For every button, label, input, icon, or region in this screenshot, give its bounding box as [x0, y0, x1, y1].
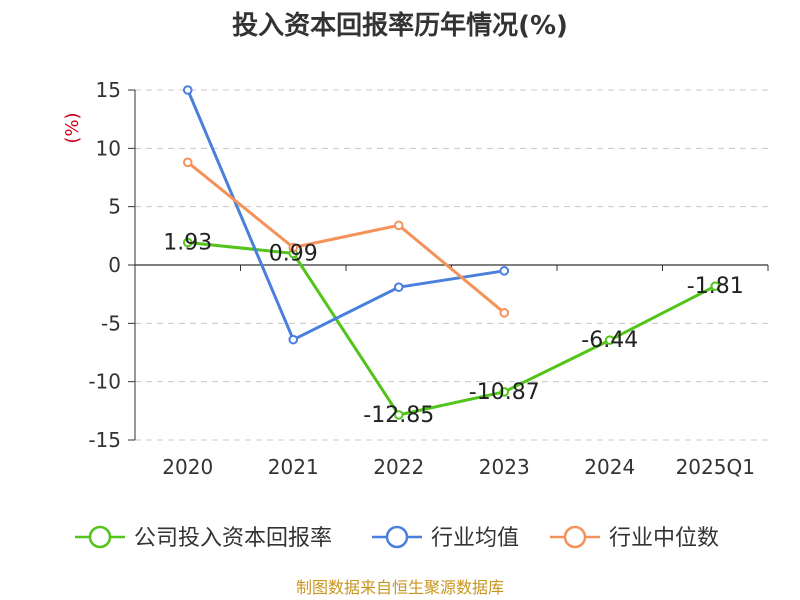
axes: 15 10 5 0 -5 -10 -15 2020 2021 2022 2023 2024 2025Q1 — [88, 78, 769, 479]
data-label: -10.87 — [469, 380, 540, 405]
y-tick-label: -5 — [101, 311, 121, 335]
legend-label-2: 行业中位数 — [609, 526, 719, 551]
series-layer — [182, 85, 721, 420]
series-point-1 — [182, 85, 193, 95]
chart-title: 投入资本回报率历年情况(%) — [232, 10, 568, 41]
y-tick-label: 5 — [108, 195, 121, 219]
series-point-1 — [393, 282, 404, 292]
x-tick-label: 2022 — [373, 455, 424, 479]
y-axis-label: (%) — [62, 112, 83, 143]
legend-marker-1 — [385, 525, 409, 549]
legend: 公司投入资本回报率 行业均值 行业中位数 — [75, 525, 719, 551]
legend-label-0: 公司投入资本回报率 — [134, 526, 332, 551]
source-note: 制图数据来自恒生聚源数据库 — [296, 578, 504, 597]
y-tick-label: -10 — [88, 370, 121, 394]
data-label: -12.85 — [363, 403, 434, 428]
legend-label-1: 行业均值 — [431, 526, 519, 551]
series-point-0 — [710, 281, 721, 291]
data-label: -1.81 — [687, 274, 744, 299]
x-tick-label: 2023 — [479, 455, 530, 479]
series-point-0 — [393, 410, 404, 420]
series-point-0 — [182, 237, 193, 248]
series-point-1 — [499, 266, 510, 276]
x-tick-label: 2021 — [268, 455, 319, 479]
series-point-2 — [393, 220, 404, 231]
data-label: -6.44 — [581, 328, 638, 353]
series-point-2 — [288, 242, 299, 253]
y-tick-label: 0 — [108, 253, 121, 277]
x-tick-label: 2020 — [162, 455, 213, 479]
series-line-0 — [187, 241, 716, 417]
x-tick-label: 2024 — [584, 455, 635, 479]
series-point-0 — [604, 335, 615, 345]
series-line-1 — [186, 89, 505, 342]
data-labels: 1.93 0.99 -12.85 -10.87 -6.44 -1.81 — [163, 230, 743, 427]
legend-marker-2 — [563, 525, 587, 549]
y-tick-label: -15 — [88, 428, 121, 452]
y-tick-label: 10 — [96, 136, 121, 160]
legend-marker-0 — [88, 525, 112, 549]
series-point-1 — [288, 334, 299, 345]
x-tick-label: 2025Q1 — [676, 455, 755, 479]
series-point-0 — [499, 387, 510, 397]
data-label: 1.93 — [163, 230, 212, 255]
data-label: 0.99 — [269, 241, 318, 266]
series-point-2 — [182, 157, 193, 168]
series-line-2 — [186, 161, 506, 314]
series-point-2 — [499, 308, 510, 318]
y-tick-label: 15 — [96, 78, 121, 102]
